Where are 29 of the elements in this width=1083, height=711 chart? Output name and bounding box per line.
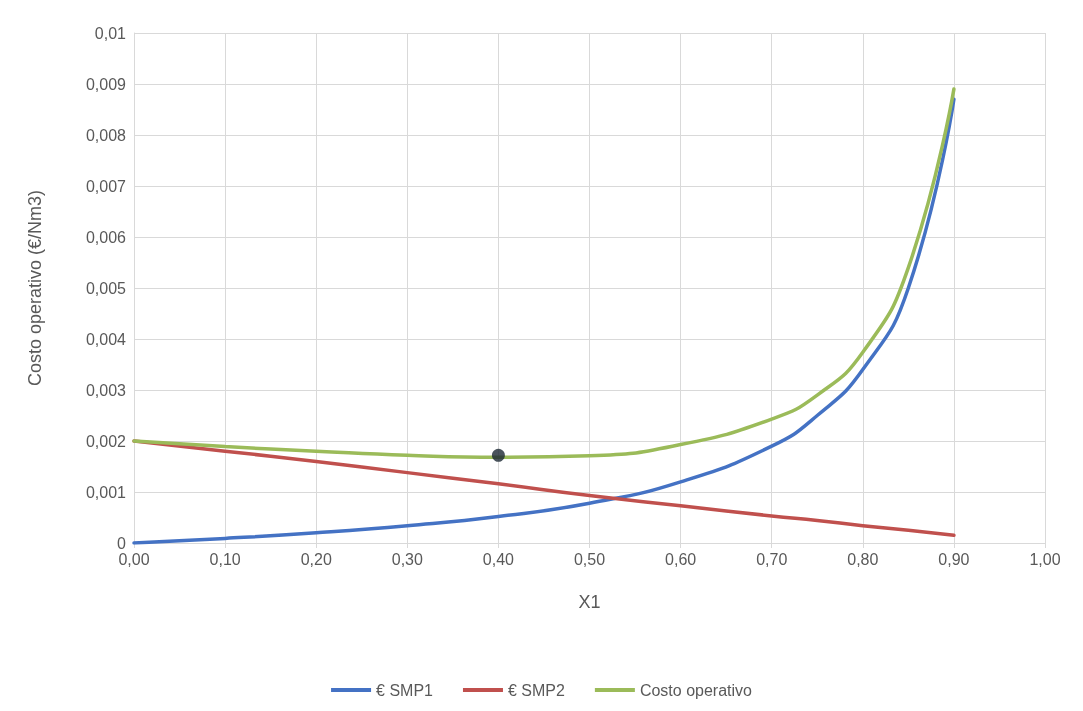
y-tick-label: 0,007 [85, 177, 127, 195]
x-tick-label: 0,00 [118, 550, 150, 568]
x-axis-title: X1 [578, 592, 601, 612]
y-tick-label: 0,008 [85, 126, 127, 144]
line-series [132, 87, 956, 460]
y-tick-label: 0,004 [85, 330, 127, 348]
x-tick-label: 0,40 [482, 550, 515, 568]
x-tick-label: 0,50 [573, 550, 606, 568]
x-tick-label: 0,30 [391, 550, 423, 568]
x-tick-label: 0,80 [847, 550, 879, 568]
legend-label: € SMP2 [507, 681, 565, 699]
y-tick-label: 0,002 [85, 432, 127, 450]
y-tick-label: 0,003 [85, 381, 127, 399]
x-tick-label: 0,20 [300, 550, 332, 568]
line-series [132, 97, 956, 545]
y-axis-title: Costo operativo (€/Nm3) [25, 189, 45, 387]
x-tick-label: 0,60 [665, 550, 697, 568]
legend-label: Costo operativo [639, 681, 753, 699]
legend-label: € SMP1 [376, 681, 434, 699]
y-tick-label: 0,005 [85, 279, 127, 297]
y-tick-label: 0,009 [85, 75, 127, 93]
x-tick-label: 0,90 [938, 550, 970, 568]
y-tick-label: 0 [117, 534, 127, 552]
x-tick-label: 0,10 [209, 550, 241, 568]
y-tick-label: 0,01 [94, 24, 127, 42]
y-tick-label: 0,006 [85, 228, 127, 246]
x-tick-label: 0,70 [756, 550, 788, 568]
y-tick-label: 0,001 [85, 483, 127, 501]
x-tick-label: 1,00 [1029, 550, 1061, 568]
